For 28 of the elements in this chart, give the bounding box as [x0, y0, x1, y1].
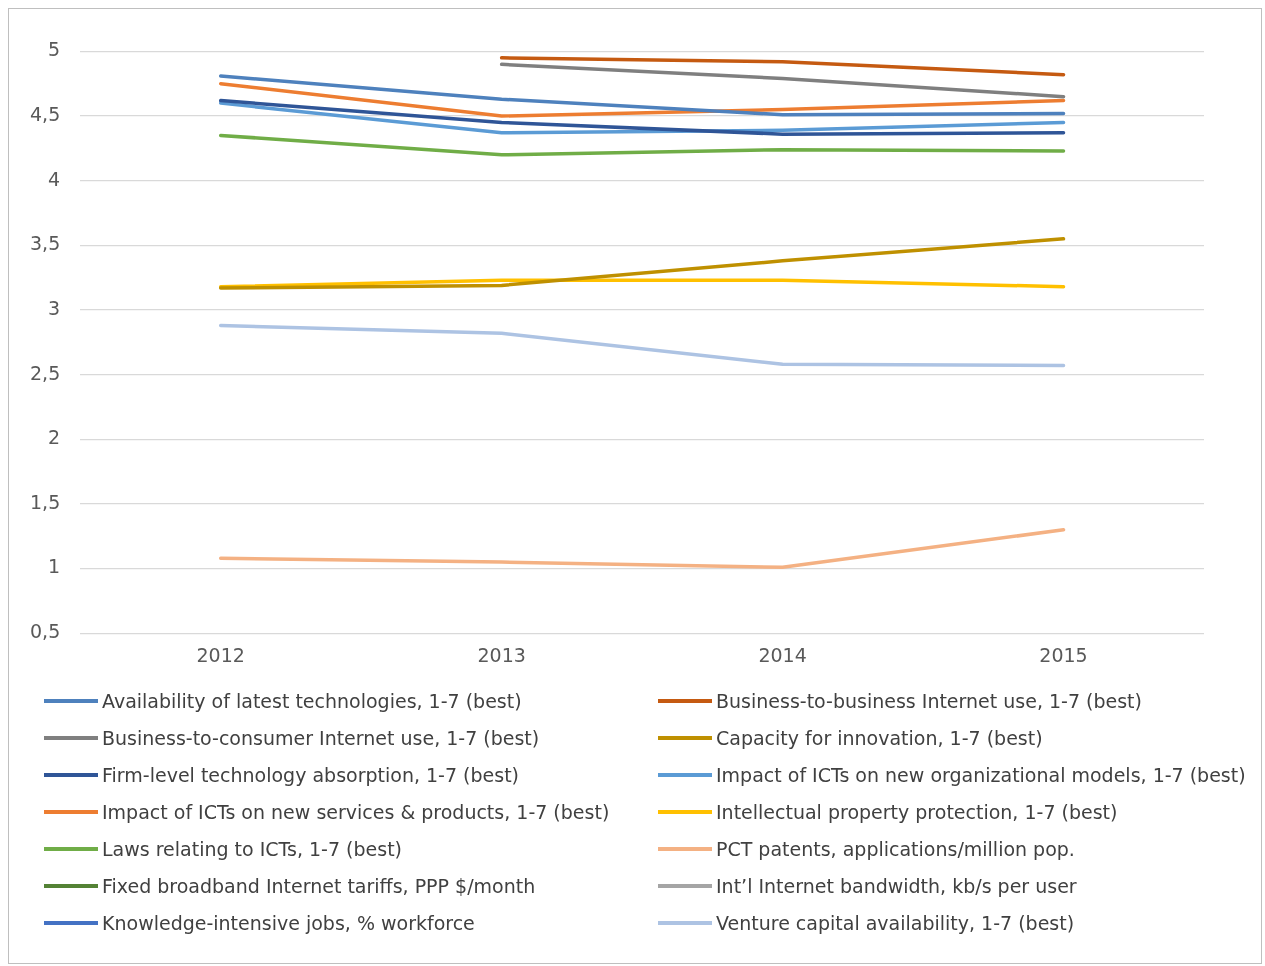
x-tick-label: 2015 — [1039, 643, 1088, 666]
legend-label: Business-to-business Internet use, 1-7 (best) — [716, 690, 1142, 712]
legend-label: Availability of latest technologies, 1-7 (best) — [102, 690, 522, 712]
legend-label: Intellectual property protection, 1-7 (best) — [716, 801, 1118, 823]
x-tick-label: 2014 — [758, 643, 807, 666]
legend-label: Fixed broadband Internet tariffs, PPP $/month — [102, 875, 536, 897]
y-tick-label: 4,5 — [30, 102, 61, 125]
legend-label: Impact of ICTs on new organizational models, 1-7 (best) — [716, 764, 1246, 786]
legend-label: Knowledge-intensive jobs, % workforce — [102, 912, 475, 934]
y-tick-label: 2,5 — [30, 361, 61, 384]
x-tick-label: 2013 — [477, 643, 526, 666]
legend-label: Firm-level technology absorption, 1-7 (best) — [102, 764, 519, 786]
legend-label: Impact of ICTs on new services & products, 1-7 (best) — [102, 801, 610, 823]
y-tick-label: 3,5 — [30, 232, 61, 255]
legend-label: Capacity for innovation, 1-7 (best) — [716, 727, 1043, 749]
y-tick-label: 1,5 — [30, 490, 61, 513]
y-tick-label: 4 — [48, 167, 61, 190]
legend-label: PCT patents, applications/million pop. — [716, 838, 1075, 860]
legend-label: Business-to-consumer Internet use, 1-7 (best) — [102, 727, 540, 749]
legend-label: Laws relating to ICTs, 1-7 (best) — [102, 838, 403, 860]
legend-label: Int’l Internet bandwidth, kb/s per user — [716, 875, 1077, 897]
y-tick-label: 0,5 — [30, 620, 61, 643]
y-tick-label: 5 — [48, 38, 61, 61]
y-tick-label: 1 — [48, 555, 61, 578]
legend-label: Venture capital availability, 1-7 (best) — [716, 912, 1075, 934]
y-tick-label: 3 — [48, 296, 61, 319]
x-tick-label: 2012 — [196, 643, 245, 666]
y-tick-label: 2 — [48, 426, 61, 449]
